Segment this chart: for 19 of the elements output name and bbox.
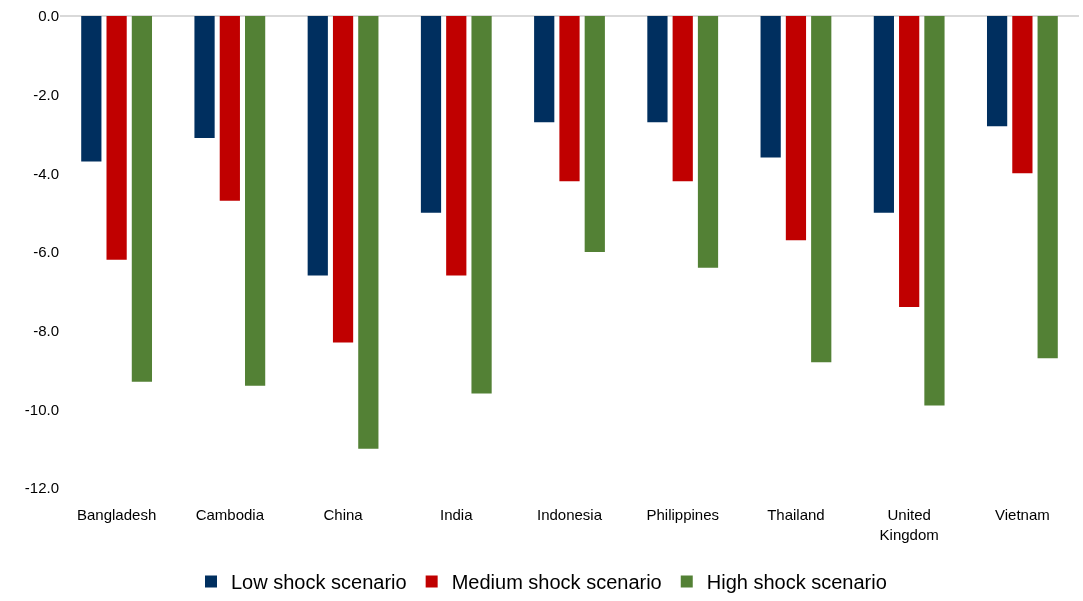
y-tick-label: -8.0 — [33, 321, 59, 339]
x-tick-label: Philippines — [646, 506, 719, 523]
y-tick-label: 0.0 — [38, 7, 59, 25]
y-tick-label: -6.0 — [33, 243, 59, 261]
x-tick-label: Thailand — [767, 506, 825, 523]
x-tick-label: Vietnam — [995, 506, 1050, 523]
y-tick-label: -4.0 — [33, 164, 59, 182]
y-tick-label: -10.0 — [24, 400, 59, 418]
legend-label: High shock scenario — [706, 571, 887, 594]
y-tick-label: -2.0 — [33, 85, 59, 103]
legend-label: Low shock scenario — [231, 571, 407, 594]
x-tick-label: China — [323, 506, 364, 523]
x-tick-label: Indonesia — [536, 506, 603, 523]
x-tick-label: Bangladesh — [76, 506, 157, 523]
x-tick-label: India — [440, 506, 474, 523]
x-tick-label: Cambodia — [195, 506, 265, 523]
y-tick-label: -12.0 — [24, 479, 59, 497]
x-tick-label: United Kingdom — [879, 506, 939, 543]
legend-label: Medium shock scenario — [451, 571, 662, 594]
